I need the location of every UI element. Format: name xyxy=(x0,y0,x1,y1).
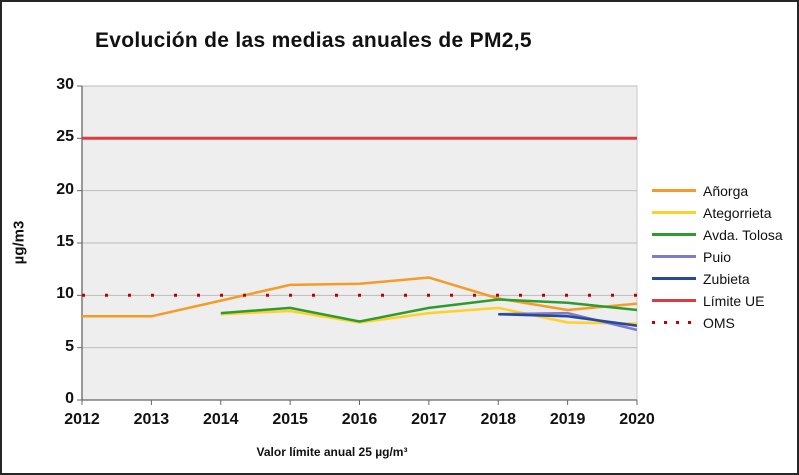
legend-item-oms: OMS xyxy=(652,314,794,332)
x-tick-label-2016: 2016 xyxy=(341,411,378,428)
legend-item-zubieta: Zubieta xyxy=(652,270,794,288)
legend-item-l-mite-ue: Límite UE xyxy=(652,292,794,310)
y-tick-label-25: 25 xyxy=(56,128,74,146)
legend-label: Añorga xyxy=(703,183,749,199)
x-tick-label-2015: 2015 xyxy=(272,411,308,428)
legend-label: Avda. Tolosa xyxy=(703,227,783,243)
legend-swatch-line xyxy=(652,189,696,192)
y-tick-label-10: 10 xyxy=(56,285,74,303)
series-line-Ategorrieta xyxy=(220,306,638,325)
x-tick-label-2014: 2014 xyxy=(202,411,239,428)
x-tick-label-2017: 2017 xyxy=(411,411,447,428)
series-line-Avda. Tolosa xyxy=(220,298,638,323)
x-tick-label-2020: 2020 xyxy=(619,411,655,428)
y-tick-label-30: 30 xyxy=(56,76,74,93)
legend-label: Zubieta xyxy=(703,271,750,287)
legend-item-a-orga: Añorga xyxy=(652,182,794,200)
legend-item-puio: Puio xyxy=(652,248,794,266)
legend-swatch-line xyxy=(652,277,696,280)
legend-swatch-line xyxy=(652,233,696,236)
chart-title: Evolución de las medias anuales de PM2,5 xyxy=(95,29,532,52)
legend-item-ategorrieta: Ategorrieta xyxy=(652,204,794,222)
y-tick-label-20: 20 xyxy=(56,180,74,198)
legend: Añorga Ategorrieta Avda. Tolosa Puio Zubieta… xyxy=(652,182,794,336)
legend-label: OMS xyxy=(703,315,735,331)
x-tick-label-2013: 2013 xyxy=(133,411,170,428)
legend-label: Ategorrieta xyxy=(703,205,772,221)
series-line-Zubieta xyxy=(498,312,638,327)
legend-item-avda-tolosa: Avda. Tolosa xyxy=(652,226,794,244)
y-tick-label-0: 0 xyxy=(65,390,74,407)
x-tick-label-2018: 2018 xyxy=(480,411,517,428)
series-line-Añorga xyxy=(82,276,638,318)
y-tick-label-5: 5 xyxy=(65,337,74,355)
legend-swatch-line xyxy=(652,299,696,302)
y-tick-label-15: 15 xyxy=(56,233,74,250)
legend-swatch-line xyxy=(652,211,696,214)
x-tick-label-2012: 2012 xyxy=(64,411,100,428)
legend-swatch-dotted xyxy=(652,321,696,324)
legend-label: Puio xyxy=(703,249,732,265)
legend-label: Límite UE xyxy=(703,293,765,309)
x-axis-sublabel: Valor límite anual 25 µg/m³ xyxy=(256,445,408,459)
x-tick-label-2019: 2019 xyxy=(549,411,586,428)
legend-swatch-line xyxy=(652,255,696,258)
